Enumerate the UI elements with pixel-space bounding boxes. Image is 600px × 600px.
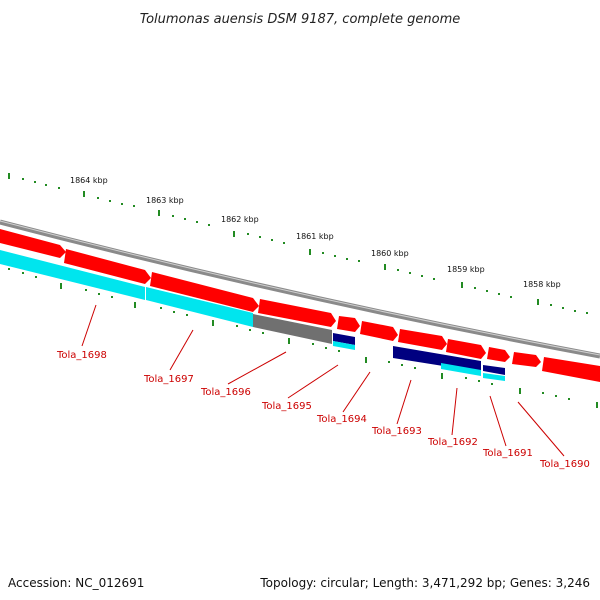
gene-leader-lines	[81, 304, 565, 457]
other-feature[interactable]	[483, 365, 505, 375]
accession-text: Accession: NC_012691	[8, 576, 144, 590]
genome-backbone-highlight	[0, 220, 600, 356]
gene-label[interactable]: Tola_1697	[143, 374, 194, 385]
tick-label-1863: 1863 kbp	[146, 196, 184, 205]
gene-label[interactable]: Tola_1696	[200, 387, 251, 398]
genome-summary-text: Topology: circular; Length: 3,471,292 bp…	[259, 576, 590, 590]
gene-label[interactable]: Tola_1690	[539, 459, 590, 470]
ruler-outer	[8, 173, 588, 314]
gene-label[interactable]: Tola_1694	[316, 414, 367, 425]
gene-feature-forward[interactable]	[360, 321, 398, 341]
gene-feature-forward[interactable]	[258, 299, 336, 327]
rna-feature[interactable]	[483, 373, 505, 381]
tick-label-1864: 1864 kbp	[70, 176, 108, 185]
other-feature[interactable]	[393, 346, 481, 372]
genome-backbone	[0, 219, 600, 359]
gene-feature-forward[interactable]	[446, 339, 486, 359]
gene-label[interactable]: Tola_1693	[371, 426, 422, 437]
gene-label[interactable]: Tola_1695	[261, 401, 312, 412]
gene-label[interactable]: Tola_1692	[427, 437, 478, 448]
gene-feature-forward[interactable]	[542, 357, 600, 382]
gene-feature-forward[interactable]	[0, 229, 66, 258]
pseudo-feature[interactable]	[253, 314, 332, 344]
map-title: Tolumonas auensis DSM 9187, complete gen…	[140, 12, 461, 27]
gene-feature-forward[interactable]	[512, 352, 541, 367]
gene-labels: Tola_1698 Tola_1697 Tola_1696 Tola_1695 …	[56, 350, 590, 470]
reverse-strand	[0, 250, 505, 381]
forward-strand	[0, 229, 600, 382]
rna-feature[interactable]	[333, 341, 355, 350]
tick-label-1861: 1861 kbp	[296, 232, 334, 241]
rna-feature[interactable]	[146, 287, 253, 327]
tick-label-1858: 1858 kbp	[523, 280, 561, 289]
tick-label-1859: 1859 kbp	[447, 265, 485, 274]
gene-feature-forward[interactable]	[398, 329, 447, 350]
gene-label[interactable]: Tola_1698	[56, 350, 107, 361]
rna-feature[interactable]	[441, 363, 481, 376]
gene-feature-forward[interactable]	[64, 249, 151, 284]
tick-label-1862: 1862 kbp	[221, 215, 259, 224]
gene-feature-forward[interactable]	[487, 347, 510, 362]
ruler-inner	[8, 268, 598, 408]
ruler-labels: 1864 kbp 1863 kbp 1862 kbp 1861 kbp 1860…	[70, 176, 561, 289]
tick-label-1860: 1860 kbp	[371, 249, 409, 258]
gene-feature-forward[interactable]	[150, 272, 259, 312]
gene-feature-forward[interactable]	[337, 316, 360, 332]
rna-feature[interactable]	[0, 250, 145, 300]
gene-label[interactable]: Tola_1691	[482, 448, 533, 459]
